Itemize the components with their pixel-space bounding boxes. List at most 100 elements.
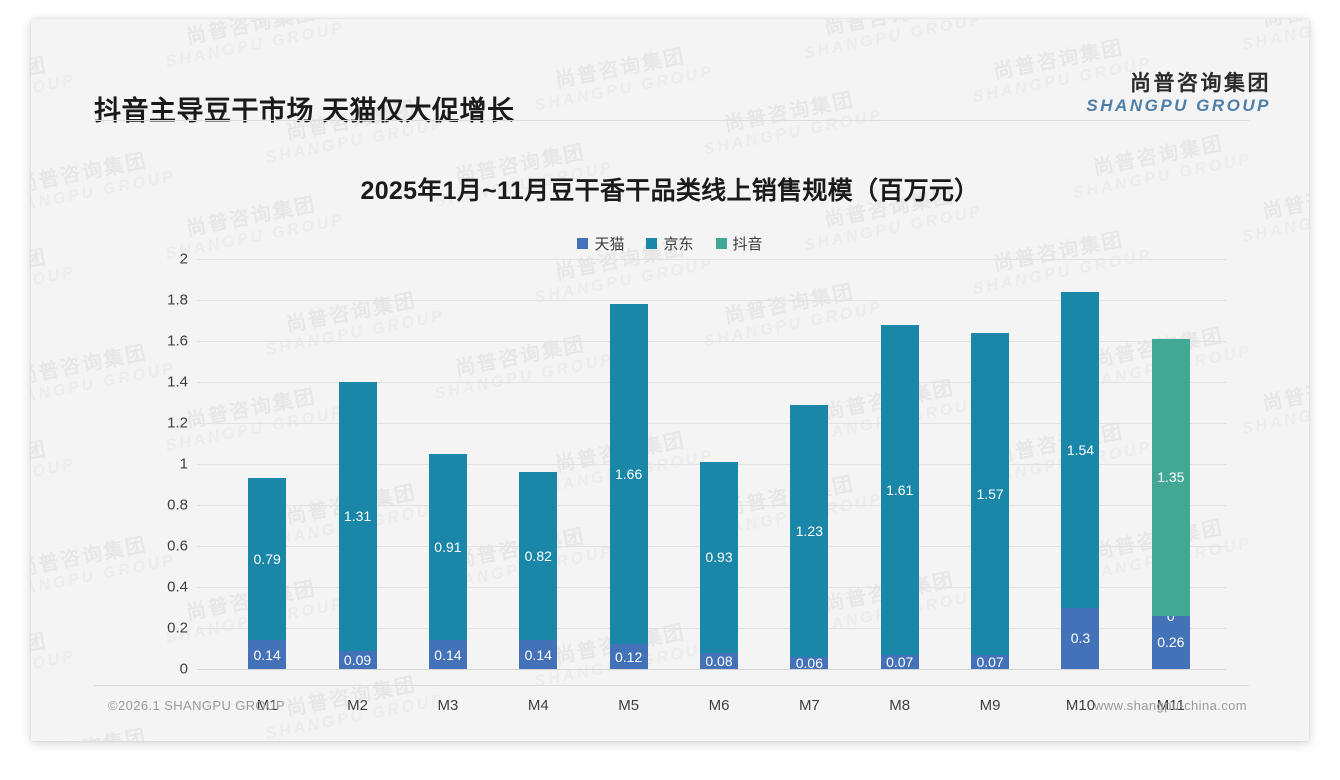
bar-stack[interactable]: 0.14 0.91	[428, 259, 467, 669]
x-axis-tick-label: M8	[889, 697, 911, 714]
x-axis-tick-label: M1	[256, 697, 278, 714]
bar-value-label: 1.66	[615, 466, 643, 483]
bar-value-label: 1.54	[1066, 441, 1095, 458]
y-axis-tick-label: 1.6	[167, 332, 188, 350]
x-axis-tick-label: M3	[437, 697, 459, 714]
brand-logo-english: SHANGPU GROUP	[1086, 95, 1271, 115]
bar-value-label: 1.23	[795, 522, 823, 539]
bar-stack[interactable]: 0.26 0 1.35	[1151, 259, 1190, 669]
legend-item-抖音[interactable]: 抖音	[715, 233, 763, 254]
y-axis-tick-label: 1.2	[167, 414, 188, 432]
bar-stack[interactable]: 0.07 1.61	[880, 259, 919, 670]
bar-segment-天猫[interactable]	[790, 656, 829, 669]
bar-value-label: 0.07	[886, 653, 914, 670]
bar-segment-京东[interactable]	[971, 332, 1010, 655]
legend-item-京东[interactable]: 京东	[646, 233, 694, 254]
bar-segment-京东[interactable]	[519, 472, 558, 641]
bar-stack[interactable]: 0.14 0.82	[519, 259, 558, 669]
legend-swatch-icon	[646, 238, 658, 249]
bar-segment-天猫[interactable]	[519, 640, 558, 669]
brand-logo: 尚普咨询集团 SHANGPU GROUP	[1086, 72, 1271, 115]
bar-segment-天猫[interactable]	[880, 654, 919, 669]
y-axis-tick-label: 0.6	[167, 537, 188, 555]
bar-segment-天猫[interactable]	[1151, 615, 1190, 669]
bar-segment-京东[interactable]	[428, 453, 467, 641]
bar-segment-京东[interactable]	[880, 324, 919, 655]
chart-plot-area: 0 0.2 0.4 0.6 0.8 1 1.2 1.4 1.6 1.8 2 0.14 0.79 M1 0.0…	[31, 19, 1309, 741]
y-axis-tick-label: 0.8	[167, 496, 188, 514]
bar-segment-天猫[interactable]	[700, 652, 738, 669]
footer-copyright: ©2026.1 SHANGPU GROUP	[108, 698, 285, 713]
chart-gridline	[197, 382, 1226, 383]
bar-segment-京东[interactable]	[790, 404, 829, 657]
y-axis-tick-label: 0	[179, 660, 188, 678]
bar-segment-天猫[interactable]	[248, 640, 287, 669]
bar-stack[interactable]: 0.08 0.93	[700, 259, 738, 669]
chart-legend: 天猫 京东 抖音	[31, 233, 1309, 254]
bar-segment-天猫[interactable]	[609, 644, 648, 669]
x-axis-tick-label: M10	[1065, 697, 1096, 714]
bar-value-label: 0.82	[524, 548, 552, 565]
bar-segment-天猫[interactable]	[338, 650, 377, 669]
legend-item-天猫[interactable]: 天猫	[577, 233, 624, 254]
bar-segment-天猫[interactable]	[1061, 607, 1100, 669]
bar-segment-京东[interactable]	[700, 461, 738, 653]
x-axis-tick-label: M2	[347, 697, 368, 714]
slide-header: 抖音主导豆干市场 天猫仅大促增长 尚普咨询集团 SHANGPU GROUP	[31, 19, 1309, 126]
y-axis-tick-label: 1	[179, 455, 188, 473]
bar-value-label: 1.31	[343, 508, 372, 525]
bar-stack[interactable]: 0.07 1.57	[971, 259, 1010, 670]
bar-stack[interactable]: 0.12 1.66	[609, 259, 648, 669]
chart-gridline	[197, 423, 1226, 424]
brand-logo-chinese: 尚普咨询集团	[1130, 72, 1271, 95]
bar-value-label: 0.79	[253, 551, 281, 568]
legend-label: 抖音	[732, 236, 763, 253]
chart-title: 2025年1月~11月豆干香干品类线上销售规模（百万元）	[360, 177, 980, 205]
bar-segment-京东[interactable]	[1061, 291, 1100, 608]
x-axis-tick-label: M9	[979, 697, 1001, 714]
x-axis-tick-label: M6	[708, 697, 730, 714]
bar-segment-抖音[interactable]	[1151, 338, 1190, 616]
bar-stack[interactable]: 0.09 1.31	[338, 259, 377, 669]
bar-value-label: 0.14	[524, 646, 552, 663]
bar-segment-京东[interactable]	[609, 304, 648, 645]
footer-website[interactable]: www.shangpu-china.com	[1094, 698, 1247, 713]
y-axis-tick-label: 2	[179, 250, 188, 268]
bar-value-label: 0.14	[434, 646, 462, 663]
bar-segment-京东[interactable]	[248, 478, 287, 641]
bar-value-label: 0	[1166, 607, 1175, 624]
chart-gridline	[197, 259, 1226, 260]
x-axis-tick-label: M4	[527, 697, 549, 714]
y-axis-tick-label: 0.2	[167, 619, 188, 637]
bar-stack[interactable]: 0.3 1.54	[1061, 259, 1100, 669]
bar-segment-天猫[interactable]	[428, 640, 467, 669]
legend-label: 京东	[663, 236, 694, 253]
bar-stack[interactable]: 0.14 0.79	[248, 259, 287, 669]
y-axis-tick-label: 1.8	[167, 291, 188, 309]
bar-stack[interactable]: 0.06 1.23	[790, 259, 829, 671]
x-axis-tick-label: M7	[798, 697, 820, 714]
bar-value-label: 0.12	[615, 648, 643, 665]
page-title: 抖音主导豆干市场 天猫仅大促增长	[94, 96, 515, 126]
bar-value-label: 0.26	[1157, 634, 1185, 651]
y-axis-tick-label: 0.4	[167, 578, 188, 596]
bar-segment-天猫[interactable]	[971, 654, 1010, 669]
footer-divider	[94, 685, 1249, 686]
legend-swatch-icon	[577, 238, 589, 249]
x-axis-tick-label: M5	[618, 697, 640, 714]
bar-segment-京东[interactable]	[338, 382, 377, 651]
bar-value-label: 0.08	[705, 652, 733, 669]
legend-swatch-icon	[715, 238, 727, 249]
chart-gridline	[197, 341, 1226, 342]
bar-value-label: 1.61	[886, 481, 914, 498]
bar-value-label: 0.06	[795, 654, 823, 671]
bar-value-label: 1.35	[1157, 469, 1185, 486]
header-divider	[94, 120, 1249, 121]
bar-value-label: 1.57	[976, 485, 1004, 502]
bar-value-label: 0.3	[1070, 630, 1091, 647]
bar-value-label: 0.07	[976, 653, 1004, 670]
bar-value-label: 0.93	[705, 549, 733, 566]
legend-label: 天猫	[594, 236, 625, 253]
bar-value-label: 0.91	[434, 539, 462, 556]
